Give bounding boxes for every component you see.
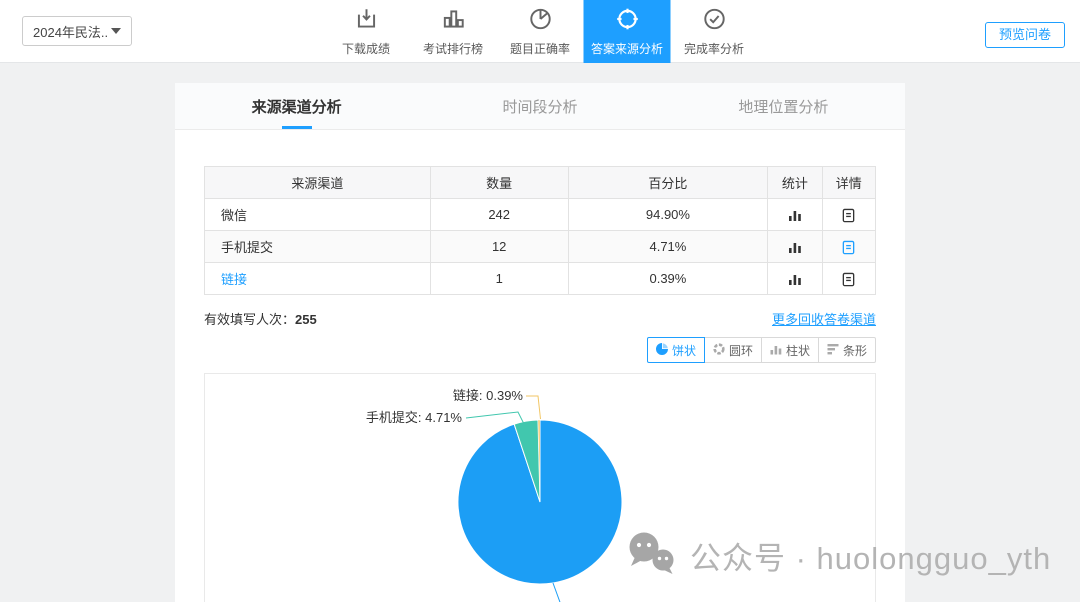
stats-cell [767, 198, 823, 231]
channel-cell: 手机提交 [204, 230, 431, 263]
donut-ring-icon [713, 342, 725, 358]
channel-cell: 链接 [204, 262, 431, 295]
table-header-row: 来源渠道 数量 百分比 统计 详情 [204, 166, 877, 199]
exam-selector-value: 2024年民法... [33, 24, 107, 40]
count-cell: 1 [429, 262, 569, 295]
tab-time-period-analysis[interactable]: 时间段分析 [418, 83, 661, 129]
nav-item-label: 答案来源分析 [590, 42, 663, 56]
top-nav: 下载成绩 考试排行榜 题目正确率 [323, 0, 758, 63]
table-row: 链接 1 0.39% [204, 262, 877, 295]
chart-type-pie-button[interactable]: 饼状 [646, 337, 705, 363]
detail-cell [821, 230, 877, 263]
horizontal-bars-icon [827, 343, 839, 358]
tab-label: 来源渠道分析 [251, 98, 342, 116]
column-bars-icon [770, 343, 782, 358]
col-header-channel: 来源渠道 [204, 166, 431, 199]
nav-item-label: 题目正确率 [509, 42, 570, 56]
col-header-percent: 百分比 [567, 166, 769, 199]
analysis-panel: 来源渠道分析 时间段分析 地理位置分析 来源渠道 数量 百分比 统计 详情 [175, 83, 905, 602]
download-icon [353, 6, 379, 35]
bar-stats-icon[interactable] [788, 207, 802, 222]
tab-content: 来源渠道 数量 百分比 统计 详情 微信 242 94.90% [175, 166, 905, 602]
chart-type-label: 圆环 [728, 343, 753, 358]
col-header-detail: 详情 [821, 166, 877, 199]
chart-type-donut-button[interactable]: 圆环 [703, 337, 762, 363]
chart-type-column-button[interactable]: 柱状 [760, 337, 819, 363]
nav-item-label: 完成率分析 [683, 42, 744, 56]
chart-type-toolbar: 饼状 圆环 柱状 条形 [204, 337, 876, 363]
chart-type-bar-button[interactable]: 条形 [817, 337, 876, 363]
pie-chart-icon [527, 6, 553, 35]
chevron-down-icon [111, 28, 121, 34]
tab-geo-location-analysis[interactable]: 地理位置分析 [662, 83, 905, 129]
nav-item-exam-ranking[interactable]: 考试排行榜 [410, 0, 497, 63]
percent-cell: 0.39% [567, 262, 769, 295]
source-pie-chart: 链接: 0.39% 手机提交: 4.71% [366, 388, 623, 602]
channel-link[interactable]: 链接 [221, 272, 248, 287]
nav-item-completion-rate[interactable]: 完成率分析 [671, 0, 758, 63]
nav-item-label: 下载成绩 [341, 42, 390, 56]
leader-line-wechat [552, 582, 561, 602]
count-cell: 12 [429, 230, 569, 263]
summary-row: 有效填写人次：255 更多回收答卷渠道 [204, 309, 876, 327]
stats-cell [767, 230, 823, 263]
nav-item-question-accuracy[interactable]: 题目正确率 [497, 0, 584, 63]
analysis-tabs: 来源渠道分析 时间段分析 地理位置分析 [175, 83, 905, 130]
pie-callout-link: 链接: 0.39% [453, 388, 524, 403]
exam-selector-dropdown[interactable]: 2024年民法... [22, 16, 132, 46]
chart-type-label: 饼状 [671, 343, 696, 358]
document-detail-icon[interactable] [841, 206, 856, 222]
bar-stats-icon[interactable] [788, 271, 802, 286]
chart-type-label: 柱状 [785, 343, 810, 358]
target-crosshair-icon [614, 6, 640, 35]
document-detail-icon[interactable] [841, 270, 856, 286]
active-tab-underline [281, 126, 312, 129]
tab-source-channel-analysis[interactable]: 来源渠道分析 [175, 83, 418, 129]
nav-item-answer-source-analysis[interactable]: 答案来源分析 [583, 0, 671, 63]
nav-item-download-scores[interactable]: 下载成绩 [323, 0, 410, 63]
channel-cell: 微信 [204, 198, 431, 231]
stats-cell [767, 262, 823, 295]
tab-label: 时间段分析 [502, 98, 578, 116]
percent-cell: 4.71% [567, 230, 769, 263]
bar-stats-icon[interactable] [788, 239, 802, 254]
nav-item-label: 考试排行榜 [422, 42, 483, 56]
more-channels-link[interactable]: 更多回收答卷渠道 [771, 311, 876, 327]
pie-filled-icon [655, 342, 668, 358]
detail-cell [821, 198, 877, 231]
table-row: 微信 242 94.90% [204, 198, 877, 231]
check-circle-icon [701, 6, 727, 35]
chart-type-label: 条形 [842, 343, 867, 358]
ranking-bars-icon [440, 6, 466, 35]
count-cell: 242 [429, 198, 569, 231]
detail-cell [821, 262, 877, 295]
col-header-count: 数量 [429, 166, 569, 199]
percent-cell: 94.90% [567, 198, 769, 231]
valid-responses-label: 有效填写人次：255 [204, 311, 317, 327]
document-detail-icon[interactable] [841, 238, 856, 254]
tab-label: 地理位置分析 [738, 98, 829, 116]
leader-line-phone-submit [465, 411, 525, 425]
source-channel-table: 来源渠道 数量 百分比 统计 详情 微信 242 94.90% [204, 166, 877, 295]
valid-responses-value: 255 [295, 311, 317, 327]
col-header-stats: 统计 [767, 166, 823, 199]
pie-slice-link[interactable] [537, 419, 541, 503]
table-row: 手机提交 12 4.71% [204, 230, 877, 263]
top-bar: 2024年民法... 下载成绩 考试排行榜 [0, 0, 1080, 63]
leader-line-link [526, 395, 541, 420]
pie-callout-phone-submit: 手机提交: 4.71% [366, 410, 463, 425]
preview-questionnaire-button[interactable]: 预览问卷 [984, 22, 1065, 48]
pie-chart-container: 链接: 0.39% 手机提交: 4.71% [204, 373, 876, 602]
